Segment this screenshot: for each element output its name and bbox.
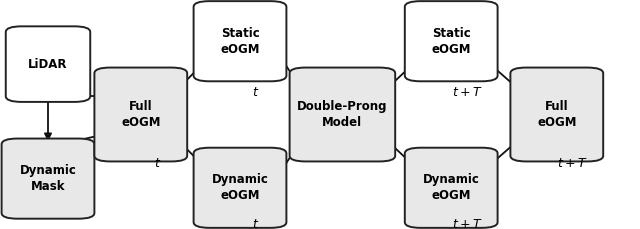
FancyBboxPatch shape [511,68,604,161]
FancyBboxPatch shape [1,139,95,219]
Text: Full
eOGM: Full eOGM [537,100,577,129]
Text: Full
eOGM: Full eOGM [121,100,161,129]
FancyBboxPatch shape [193,148,287,228]
FancyBboxPatch shape [95,68,187,161]
Text: LiDAR: LiDAR [28,58,68,71]
Text: Dynamic
eOGM: Dynamic eOGM [212,173,268,202]
Text: Dynamic
Mask: Dynamic Mask [20,164,76,193]
Text: $t+T$: $t+T$ [557,157,588,170]
Text: $t$: $t$ [154,157,162,170]
Text: Dynamic
eOGM: Dynamic eOGM [423,173,479,202]
Text: Static
eOGM: Static eOGM [220,27,260,56]
FancyBboxPatch shape [6,26,90,102]
Text: $t$: $t$ [252,86,260,99]
Text: $t+T$: $t+T$ [452,86,483,99]
FancyBboxPatch shape [404,148,498,228]
FancyBboxPatch shape [193,1,287,81]
Text: $t$: $t$ [252,218,260,229]
Text: $t+T$: $t+T$ [452,218,483,229]
FancyBboxPatch shape [290,68,396,161]
Text: Static
eOGM: Static eOGM [431,27,471,56]
FancyBboxPatch shape [404,1,498,81]
Text: Double-Prong
Model: Double-Prong Model [297,100,388,129]
